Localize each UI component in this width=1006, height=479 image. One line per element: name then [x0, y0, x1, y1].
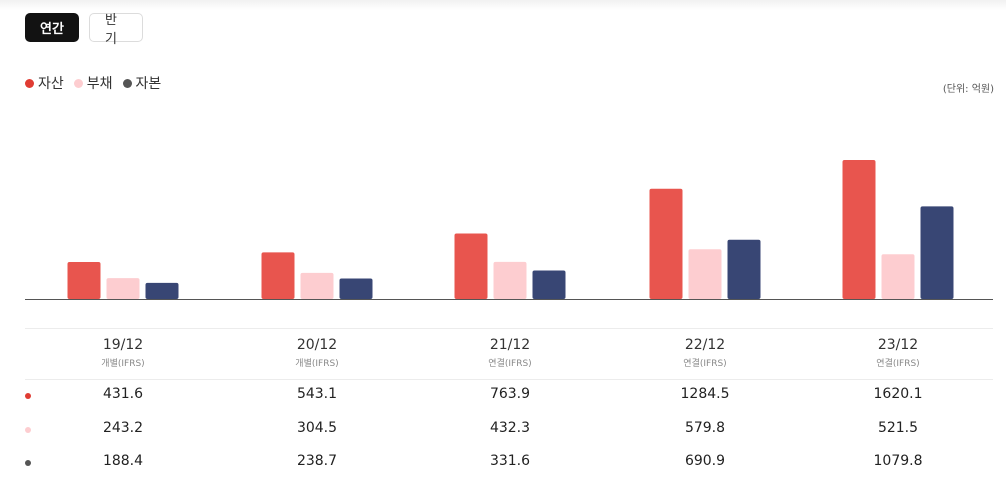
- column-header: 23/12 연결(IFRS): [823, 337, 973, 369]
- column-header: 22/12 연결(IFRS): [630, 337, 780, 369]
- column-type: 개별(IFRS): [101, 359, 145, 369]
- legend-dot-equity: [122, 78, 132, 88]
- column-period: 19/12: [102, 337, 144, 353]
- cell-equity-0: 188.4: [102, 453, 144, 469]
- bar-asset-4: [842, 160, 876, 299]
- cell-liability-0: 243.2: [102, 420, 144, 436]
- column-period: 23/12: [877, 337, 919, 353]
- cell-equity-1: 238.7: [296, 453, 338, 469]
- bar-liability-3: [688, 249, 722, 299]
- bar-equity-4: [920, 206, 954, 299]
- tab-annual[interactable]: 연간: [25, 13, 79, 42]
- legend-label-asset: 자산: [38, 76, 64, 92]
- column-type: 연결(IFRS): [683, 359, 727, 369]
- cell-asset-0: 431.6: [102, 386, 144, 402]
- cell-liability-3: 579.8: [684, 420, 726, 436]
- cell-equity-3: 690.9: [684, 453, 726, 469]
- row-dot-liability: [25, 427, 31, 433]
- bar-asset-2: [454, 233, 488, 299]
- bar-chart: [25, 160, 993, 300]
- legend-item-equity: 자본: [122, 73, 162, 93]
- column-type: 연결(IFRS): [876, 359, 920, 369]
- row-dot-asset: [25, 393, 31, 399]
- column-type: 개별(IFRS): [295, 359, 339, 369]
- legend-label-liability: 부채: [86, 76, 113, 92]
- bar-asset-0: [67, 261, 101, 299]
- tab-half-year[interactable]: 반기: [89, 13, 143, 47]
- bar-liability-0: [106, 278, 140, 299]
- column-type: 연결(IFRS): [488, 359, 532, 369]
- legend-item-liability: 부채: [73, 73, 113, 93]
- period-tabs: 연간 반기: [25, 13, 143, 47]
- cell-asset-2: 763.9: [489, 386, 531, 402]
- bar-liability-1: [300, 272, 334, 299]
- legend-item-asset: 자산: [25, 73, 64, 93]
- cell-equity-4: 1079.8: [873, 453, 923, 469]
- legend-label-equity: 자본: [135, 76, 162, 92]
- column-period: 22/12: [684, 337, 726, 353]
- unit-label: (단위: 억원): [942, 84, 994, 95]
- column-header: 21/12 연결(IFRS): [435, 337, 585, 369]
- cell-asset-3: 1284.5: [680, 386, 730, 402]
- cell-liability-2: 432.3: [489, 420, 531, 436]
- bar-equity-0: [145, 282, 179, 299]
- bar-asset-3: [649, 188, 683, 299]
- table-divider-top: [25, 328, 993, 329]
- column-period: 21/12: [489, 337, 531, 353]
- bar-liability-2: [493, 261, 527, 299]
- column-header: 19/12 개별(IFRS): [48, 337, 198, 369]
- bar-equity-1: [339, 278, 373, 299]
- bar-liability-4: [881, 254, 915, 299]
- bar-asset-1: [261, 252, 295, 299]
- row-dot-equity: [25, 460, 31, 466]
- cell-liability-1: 304.5: [296, 420, 338, 436]
- bar-equity-3: [727, 239, 761, 299]
- cell-asset-1: 543.1: [296, 386, 338, 402]
- chart-legend: 자산 부채 자본: [25, 73, 161, 93]
- column-period: 20/12: [296, 337, 338, 353]
- column-header: 20/12 개별(IFRS): [242, 337, 392, 369]
- cell-equity-2: 331.6: [489, 453, 531, 469]
- cell-asset-4: 1620.1: [873, 386, 923, 402]
- legend-dot-liability: [73, 78, 83, 88]
- top-shadow: [0, 0, 1006, 10]
- cell-liability-4: 521.5: [877, 420, 919, 436]
- table-divider-header: [25, 379, 993, 380]
- bar-equity-2: [532, 270, 566, 299]
- legend-dot-asset: [25, 78, 34, 88]
